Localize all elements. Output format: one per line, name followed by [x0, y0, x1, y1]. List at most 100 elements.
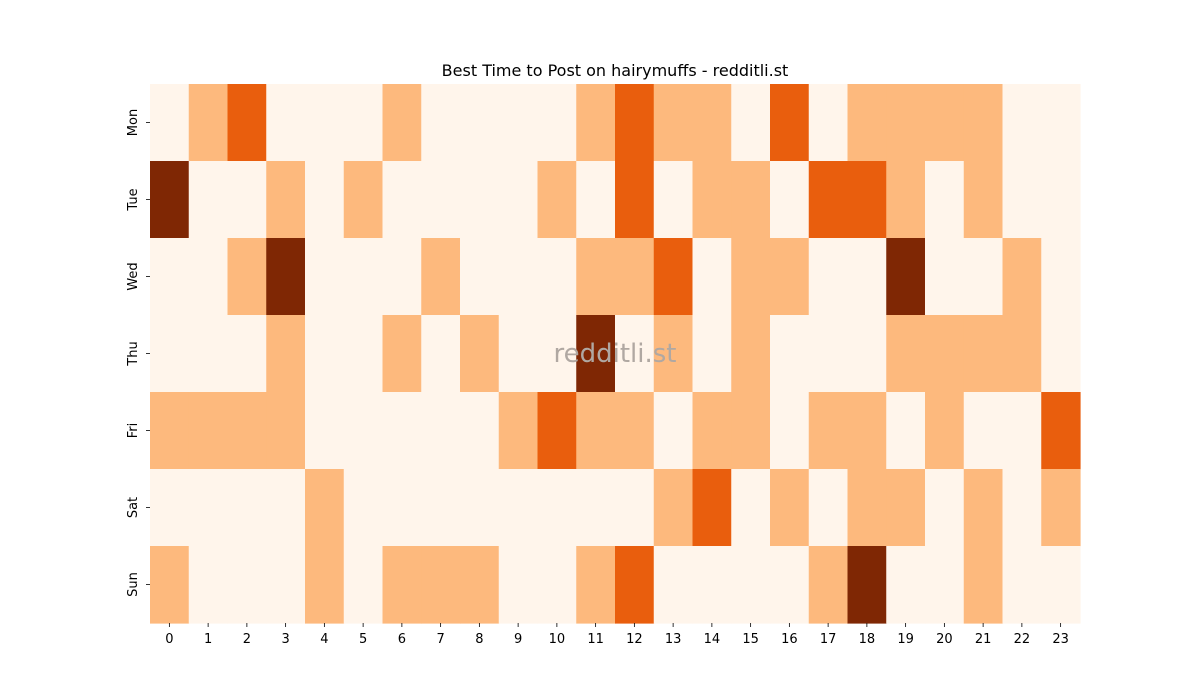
heatmap-cell-sun-14 — [692, 546, 732, 624]
heatmap-cell-tue-20 — [925, 161, 965, 239]
heatmap-cell-sun-22 — [1002, 546, 1042, 624]
heatmap-cell-sun-11 — [576, 546, 616, 624]
heatmap-cell-tue-8 — [460, 161, 500, 239]
heatmap-cell-mon-19 — [886, 84, 926, 162]
heatmap-cell-sun-19 — [886, 546, 926, 624]
chart-title: Best Time to Post on hairymuffs - reddit… — [442, 61, 789, 80]
heatmap-cell-thu-0 — [150, 315, 190, 393]
heatmap-cell-fri-1 — [188, 392, 229, 470]
x-tick-label: 2 — [243, 632, 251, 647]
heatmap-cell-mon-18 — [847, 84, 887, 162]
heatmap-cell-mon-12 — [615, 84, 655, 162]
x-tick-label: 4 — [320, 632, 328, 647]
heatmap-cell-wed-11 — [576, 238, 616, 316]
heatmap-cell-mon-11 — [576, 84, 616, 162]
heatmap-cell-mon-14 — [692, 84, 732, 162]
heatmap-cell-fri-19 — [886, 392, 926, 470]
heatmap-cell-fri-2 — [227, 392, 267, 470]
heatmap-cell-mon-16 — [770, 84, 810, 162]
heatmap-cell-sun-20 — [925, 546, 965, 624]
x-tick-label: 3 — [281, 632, 289, 647]
heatmap-cell-sun-3 — [266, 546, 306, 624]
heatmap-cell-thu-13 — [653, 315, 694, 393]
x-tick-label: 19 — [897, 632, 914, 647]
heatmap-cell-sun-5 — [343, 546, 384, 624]
heatmap-cell-wed-7 — [421, 238, 461, 316]
heatmap-cell-sat-17 — [808, 469, 849, 547]
heatmap-cell-tue-10 — [537, 161, 577, 239]
heatmap-cell-sun-0 — [150, 546, 190, 624]
heatmap-cell-wed-5 — [343, 238, 384, 316]
heatmap-cell-fri-10 — [537, 392, 577, 470]
heatmap-cells — [150, 84, 1081, 624]
heatmap-cell-sun-6 — [382, 546, 422, 624]
heatmap-cell-sat-16 — [770, 469, 810, 547]
y-tick-label: Tue — [126, 188, 141, 211]
heatmap-cell-thu-9 — [498, 315, 539, 393]
x-tick-label: 12 — [626, 632, 643, 647]
heatmap-cell-thu-1 — [188, 315, 229, 393]
heatmap-cell-mon-23 — [1041, 84, 1081, 162]
heatmap-cell-wed-17 — [808, 238, 849, 316]
heatmap-cell-mon-6 — [382, 84, 422, 162]
heatmap-cell-sun-4 — [305, 546, 345, 624]
y-tick-label: Wed — [126, 262, 141, 290]
heatmap-cell-fri-13 — [653, 392, 694, 470]
y-axis: Mon Tue Wed Thu Fri Sat Sun — [126, 109, 150, 597]
heatmap-cell-wed-6 — [382, 238, 422, 316]
heatmap-cell-sun-8 — [460, 546, 500, 624]
heatmap-cell-thu-21 — [963, 315, 1004, 393]
heatmap-cell-thu-6 — [382, 315, 422, 393]
x-tick-label: 0 — [165, 632, 173, 647]
heatmap-cell-mon-17 — [808, 84, 849, 162]
heatmap-cell-sat-4 — [305, 469, 345, 547]
heatmap-cell-thu-23 — [1041, 315, 1081, 393]
y-tick-label: Sat — [126, 497, 141, 518]
heatmap-cell-thu-19 — [886, 315, 926, 393]
x-axis: 0 1 2 3 4 5 6 7 8 9 10 11 12 13 14 15 16 17 18 19 20 21 22 23 — [165, 623, 1069, 647]
heatmap-cell-thu-8 — [460, 315, 500, 393]
heatmap-cell-wed-10 — [537, 238, 577, 316]
heatmap-cell-wed-16 — [770, 238, 810, 316]
heatmap-cell-mon-4 — [305, 84, 345, 162]
y-tick-label: Thu — [126, 341, 141, 366]
x-tick-label: 14 — [704, 632, 721, 647]
heatmap-cell-sat-21 — [963, 469, 1004, 547]
heatmap-cell-thu-16 — [770, 315, 810, 393]
heatmap-cell-sat-8 — [460, 469, 500, 547]
heatmap-cell-tue-22 — [1002, 161, 1042, 239]
heatmap-cell-mon-3 — [266, 84, 306, 162]
heatmap-cell-mon-5 — [343, 84, 384, 162]
heatmap-cell-mon-0 — [150, 84, 190, 162]
heatmap-cell-sun-23 — [1041, 546, 1081, 624]
heatmap-cell-wed-20 — [925, 238, 965, 316]
heatmap-cell-sun-16 — [770, 546, 810, 624]
x-tick-label: 9 — [514, 632, 522, 647]
heatmap-cell-mon-10 — [537, 84, 577, 162]
heatmap-cell-sat-20 — [925, 469, 965, 547]
heatmap-cell-fri-11 — [576, 392, 616, 470]
heatmap-cell-wed-9 — [498, 238, 539, 316]
heatmap-cell-tue-18 — [847, 161, 887, 239]
heatmap-cell-mon-22 — [1002, 84, 1042, 162]
x-tick-label: 5 — [359, 632, 367, 647]
heatmap-cell-sat-6 — [382, 469, 422, 547]
x-tick-label: 18 — [859, 632, 876, 647]
heatmap-cell-tue-21 — [963, 161, 1004, 239]
x-tick-label: 17 — [820, 632, 837, 647]
heatmap-cell-thu-15 — [731, 315, 771, 393]
heatmap-cell-thu-5 — [343, 315, 384, 393]
heatmap-cell-thu-20 — [925, 315, 965, 393]
heatmap-cell-wed-14 — [692, 238, 732, 316]
heatmap-cell-sun-10 — [537, 546, 577, 624]
heatmap-cell-tue-5 — [343, 161, 384, 239]
heatmap-cell-tue-1 — [188, 161, 229, 239]
heatmap-cell-mon-13 — [653, 84, 694, 162]
heatmap-cell-thu-22 — [1002, 315, 1042, 393]
heatmap-cell-tue-0 — [150, 161, 190, 239]
heatmap-cell-sat-0 — [150, 469, 190, 547]
heatmap-cell-sat-14 — [692, 469, 732, 547]
heatmap-cell-tue-6 — [382, 161, 422, 239]
heatmap-cell-tue-2 — [227, 161, 267, 239]
